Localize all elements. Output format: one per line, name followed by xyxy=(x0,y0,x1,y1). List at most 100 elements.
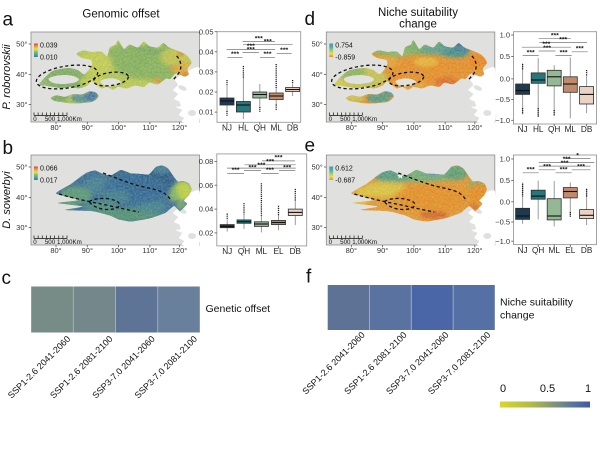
svg-text:***: *** xyxy=(560,49,568,56)
svg-text:EL: EL xyxy=(273,247,283,256)
svg-text:500: 500 xyxy=(45,239,56,246)
svg-text:1.0: 1.0 xyxy=(500,155,510,164)
svg-text:30°: 30° xyxy=(311,223,322,232)
svg-text:0.0: 0.0 xyxy=(500,197,510,206)
svg-text:0.01: 0.01 xyxy=(199,108,214,117)
svg-text:a: a xyxy=(3,9,14,30)
svg-text:50°: 50° xyxy=(311,163,322,172)
svg-text:0: 0 xyxy=(33,239,37,246)
svg-text:0.017: 0.017 xyxy=(40,178,58,185)
svg-text:0.0: 0.0 xyxy=(500,75,510,84)
svg-text:change: change xyxy=(500,310,535,322)
svg-text:−0.5: −0.5 xyxy=(495,218,510,227)
svg-text:40°: 40° xyxy=(16,193,27,202)
svg-text:−1.0: −1.0 xyxy=(495,237,510,246)
svg-text:***: *** xyxy=(247,43,255,50)
svg-text:ML: ML xyxy=(565,125,577,134)
svg-text:0: 0 xyxy=(329,116,333,123)
svg-text:120°: 120° xyxy=(467,246,483,255)
svg-text:***: *** xyxy=(266,159,274,166)
svg-text:***: *** xyxy=(283,164,291,171)
svg-text:0.04: 0.04 xyxy=(199,47,214,56)
svg-text:90°: 90° xyxy=(377,123,388,132)
svg-text:0.5: 0.5 xyxy=(540,383,555,395)
svg-text:DB: DB xyxy=(581,125,593,134)
svg-text:P. roborovskii: P. roborovskii xyxy=(1,44,13,110)
svg-text:90°: 90° xyxy=(82,246,93,255)
svg-text:Genomic offset: Genomic offset xyxy=(82,9,160,21)
svg-text:***: *** xyxy=(563,156,571,163)
svg-text:***: *** xyxy=(577,164,585,171)
svg-text:1.0: 1.0 xyxy=(500,31,510,40)
svg-text:***: *** xyxy=(257,162,265,169)
svg-text:0.010: 0.010 xyxy=(40,55,58,62)
svg-text:ML: ML xyxy=(549,246,561,255)
svg-text:Niche suitability: Niche suitability xyxy=(500,297,574,309)
svg-text:f: f xyxy=(306,267,312,288)
svg-text:EL: EL xyxy=(565,246,575,255)
svg-text:100°: 100° xyxy=(111,123,127,132)
svg-text:***: *** xyxy=(542,41,550,48)
svg-text:0.5: 0.5 xyxy=(500,52,510,61)
svg-text:-0.687: -0.687 xyxy=(335,178,355,185)
svg-text:***: *** xyxy=(576,46,584,53)
svg-text:***: *** xyxy=(264,39,272,46)
svg-text:0: 0 xyxy=(33,116,37,123)
svg-text:40°: 40° xyxy=(16,70,27,79)
svg-text:***: *** xyxy=(266,167,274,174)
svg-text:110°: 110° xyxy=(438,246,453,255)
svg-text:***: *** xyxy=(280,47,288,54)
svg-text:80°: 80° xyxy=(346,246,357,255)
svg-text:0: 0 xyxy=(500,383,506,395)
svg-text:***: *** xyxy=(560,167,568,174)
svg-text:500: 500 xyxy=(45,116,56,123)
svg-text:1,000Km: 1,000Km xyxy=(352,116,377,123)
svg-text:NJ: NJ xyxy=(518,125,528,134)
svg-text:***: *** xyxy=(543,45,551,52)
svg-text:ML: ML xyxy=(256,247,268,256)
svg-text:NJ: NJ xyxy=(518,246,528,255)
svg-text:0.612: 0.612 xyxy=(335,166,353,173)
svg-text:change: change xyxy=(399,18,437,30)
svg-text:50°: 50° xyxy=(16,163,27,172)
svg-text:110°: 110° xyxy=(142,123,157,132)
svg-text:80°: 80° xyxy=(50,123,61,132)
svg-text:40°: 40° xyxy=(311,70,322,79)
svg-text:Niche suitability: Niche suitability xyxy=(378,7,458,19)
svg-text:NJ: NJ xyxy=(222,247,232,256)
svg-text:***: *** xyxy=(551,33,559,40)
svg-text:0.04: 0.04 xyxy=(199,205,214,214)
svg-text:ML: ML xyxy=(271,124,283,133)
svg-text:0.02: 0.02 xyxy=(199,229,214,238)
svg-text:***: *** xyxy=(264,51,272,58)
svg-text:1: 1 xyxy=(585,383,591,395)
svg-text:30°: 30° xyxy=(16,223,27,232)
svg-text:c: c xyxy=(2,268,12,289)
svg-text:***: *** xyxy=(527,167,535,174)
svg-text:110°: 110° xyxy=(438,123,453,132)
svg-text:30°: 30° xyxy=(16,100,27,109)
svg-text:110°: 110° xyxy=(142,246,157,255)
svg-text:***: *** xyxy=(232,167,240,174)
svg-text:0.5: 0.5 xyxy=(500,176,510,185)
svg-text:***: *** xyxy=(249,164,257,171)
svg-text:***: *** xyxy=(231,51,239,58)
svg-text:DB: DB xyxy=(581,246,593,255)
svg-text:100°: 100° xyxy=(406,246,422,255)
svg-text:1,000Km: 1,000Km xyxy=(352,239,377,246)
svg-text:e: e xyxy=(305,136,316,157)
svg-text:30°: 30° xyxy=(311,100,322,109)
svg-text:QH: QH xyxy=(548,125,560,134)
svg-text:100°: 100° xyxy=(406,123,422,132)
svg-text:0.03: 0.03 xyxy=(199,68,214,77)
svg-text:D. sowerbyi: D. sowerbyi xyxy=(1,171,13,229)
svg-text:Genetic offset: Genetic offset xyxy=(206,303,271,315)
svg-text:40°: 40° xyxy=(311,193,322,202)
svg-text:90°: 90° xyxy=(377,246,388,255)
svg-text:HL: HL xyxy=(533,125,544,134)
svg-text:***: *** xyxy=(527,49,535,56)
svg-text:0.06: 0.06 xyxy=(199,181,214,190)
svg-text:120°: 120° xyxy=(172,246,188,255)
svg-text:HL: HL xyxy=(238,124,249,133)
svg-text:0.039: 0.039 xyxy=(40,43,58,50)
